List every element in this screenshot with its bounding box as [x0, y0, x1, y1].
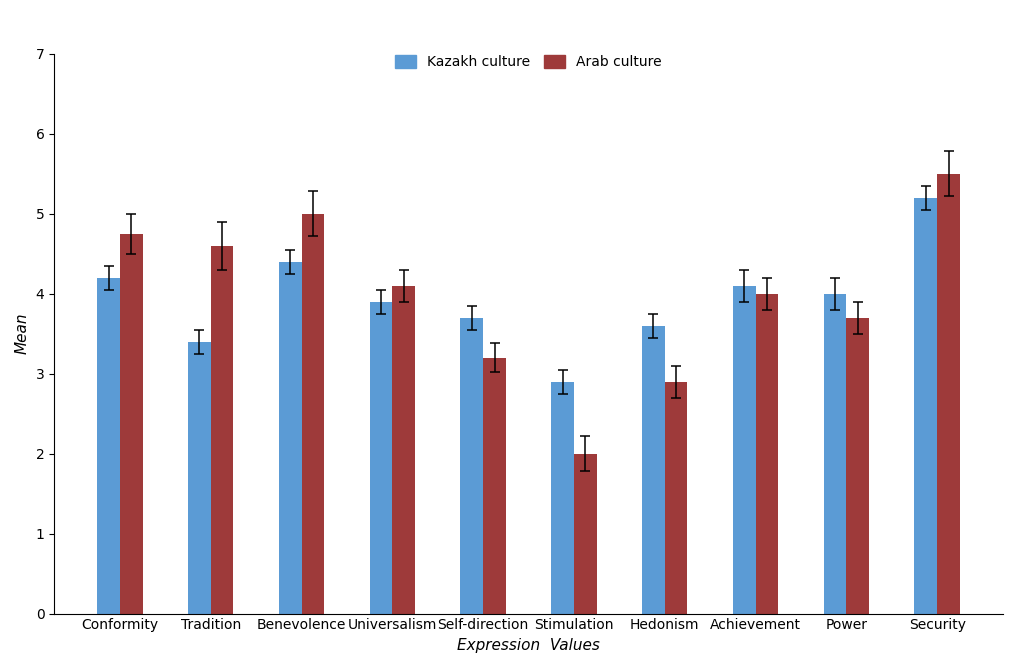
Bar	[642, 326, 665, 614]
Bar	[460, 318, 484, 614]
Bar	[392, 286, 415, 614]
Bar	[914, 198, 938, 614]
Bar	[484, 358, 506, 614]
X-axis label: Expression  Values: Expression Values	[457, 638, 600, 653]
Bar	[211, 246, 233, 614]
Legend: Kazakh culture, Arab culture: Kazakh culture, Arab culture	[390, 49, 668, 75]
Bar	[98, 278, 120, 614]
Bar	[665, 381, 687, 614]
Bar	[846, 318, 869, 614]
Bar	[824, 294, 846, 614]
Bar	[301, 214, 325, 614]
Bar	[552, 381, 574, 614]
Bar	[733, 286, 755, 614]
Y-axis label: Mean: Mean	[15, 313, 30, 355]
Bar	[370, 302, 392, 614]
Bar	[120, 234, 143, 614]
Bar	[279, 262, 301, 614]
Bar	[755, 294, 779, 614]
Bar	[188, 342, 211, 614]
Bar	[574, 454, 597, 614]
Bar	[938, 174, 960, 614]
